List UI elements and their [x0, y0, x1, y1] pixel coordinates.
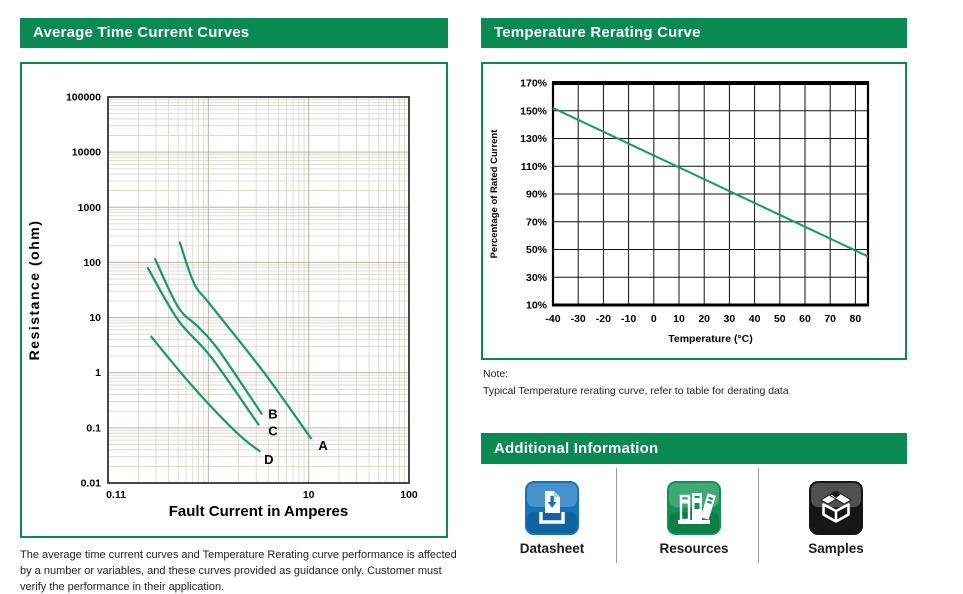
svg-text:150%: 150% [520, 105, 548, 117]
item-divider [616, 468, 617, 563]
section-header-label: Temperature Rerating Curve [494, 24, 701, 41]
svg-text:110%: 110% [521, 161, 548, 173]
svg-text:10: 10 [673, 313, 685, 325]
svg-text:30%: 30% [526, 272, 548, 284]
svg-text:70%: 70% [526, 216, 548, 228]
guidance-footnote: The average time current curves and Temp… [20, 549, 457, 593]
svg-text:B: B [268, 406, 277, 421]
svg-text:0.01: 0.01 [81, 478, 102, 490]
svg-text:100: 100 [400, 489, 418, 501]
svg-text:80: 80 [850, 313, 862, 325]
svg-text:1000: 1000 [78, 202, 102, 214]
svg-text:C: C [268, 424, 278, 439]
additional-information-items: Datasheet Resources [481, 464, 907, 576]
svg-text:70: 70 [824, 313, 836, 325]
resources-item[interactable]: Resources [623, 464, 765, 576]
datasheet-label: Datasheet [519, 541, 585, 556]
svg-text:D: D [264, 452, 273, 467]
svg-text:A: A [318, 438, 328, 453]
svg-text:90%: 90% [526, 189, 548, 201]
svg-text:Percentage of Rated Current: Percentage of Rated Current [489, 129, 500, 259]
section-header-label: Average Time Current Curves [33, 24, 250, 41]
section-header-temperature-rerating: Temperature Rerating Curve [481, 18, 907, 48]
svg-text:60: 60 [799, 313, 811, 325]
books-icon [667, 481, 721, 535]
svg-text:1: 1 [95, 367, 101, 379]
svg-text:Temperature (°C): Temperature (°C) [668, 333, 753, 345]
svg-text:0.1: 0.1 [86, 422, 101, 434]
svg-text:100: 100 [83, 257, 101, 269]
svg-text:-40: -40 [545, 313, 560, 325]
open-box-icon [809, 481, 863, 535]
resources-label: Resources [659, 541, 729, 556]
datasheet-download-icon [525, 481, 579, 535]
svg-text:10: 10 [303, 489, 315, 501]
svg-text:130%: 130% [520, 133, 548, 145]
section-header-label: Additional Information [494, 440, 659, 457]
svg-text:10%: 10% [526, 300, 548, 312]
svg-text:-20: -20 [596, 313, 611, 325]
note-text: Typical Temperature rerating curve, refe… [483, 384, 789, 397]
svg-text:40: 40 [749, 313, 761, 325]
samples-item[interactable]: Samples [765, 464, 907, 576]
svg-text:10000: 10000 [72, 147, 101, 159]
svg-text:-30: -30 [571, 313, 586, 325]
svg-text:170%: 170% [520, 78, 548, 90]
svg-text:Resistance (ohm): Resistance (ohm) [26, 220, 42, 361]
datasheet-item[interactable]: Datasheet [481, 464, 623, 576]
item-divider [758, 468, 759, 563]
svg-text:100000: 100000 [66, 92, 101, 104]
temperature-rerating-chart: 170% 150% 130% 110% 90% 70% 50% 30% 10%-40 -30 -20… [489, 78, 870, 345]
rerating-note: Note: Typical Temperature rerating curve… [483, 366, 907, 400]
temperature-rerating-chart-box: 170% 150% 130% 110% 90% 70% 50% 30% 10% -40 -30 -20… [481, 62, 907, 360]
svg-text:50: 50 [774, 313, 786, 325]
svg-text:50%: 50% [526, 244, 548, 256]
svg-text:0.11: 0.11 [106, 489, 126, 501]
note-label: Note: [483, 368, 509, 380]
section-header-time-current-curves: Average Time Current Curves [20, 18, 448, 48]
samples-label: Samples [808, 541, 864, 556]
svg-text:30: 30 [724, 313, 736, 325]
time-current-chart-box: 100000 10000 1000 100 10 1 0.1 0.01 0.11 10 100 A B C… [20, 62, 448, 538]
svg-text:10: 10 [89, 312, 101, 324]
svg-text:0: 0 [651, 313, 657, 325]
svg-text:-10: -10 [621, 313, 636, 325]
svg-text:Fault Current in Amperes: Fault Current in Amperes [169, 503, 348, 520]
time-current-chart: 100000 10000 1000 100 10 1 0.1 0.01 0.11 10 100 A BC… [26, 92, 418, 521]
svg-text:20: 20 [698, 313, 710, 325]
section-header-additional-information: Additional Information [481, 433, 907, 464]
